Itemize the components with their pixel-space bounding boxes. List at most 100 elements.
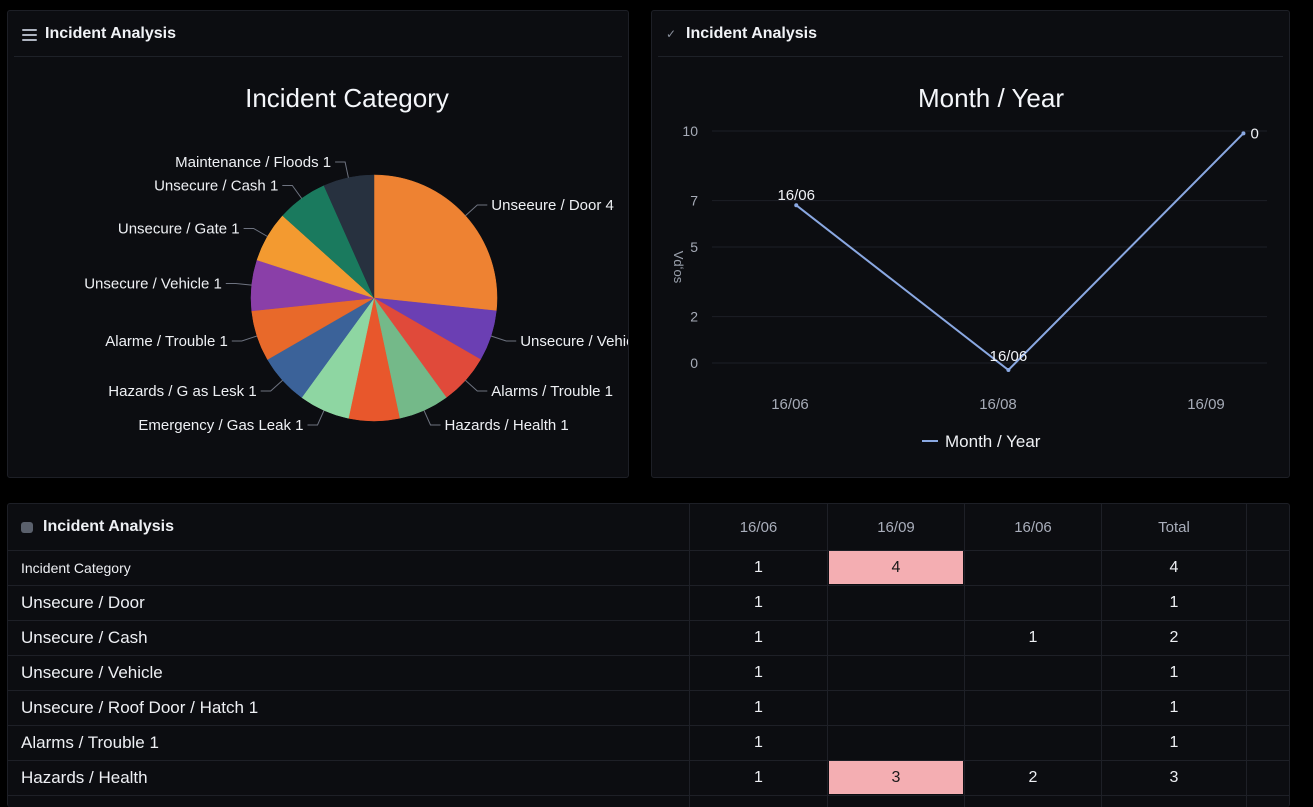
table-cell (828, 620, 964, 655)
pie-leader-line (232, 336, 257, 341)
pie-slices (251, 175, 497, 421)
pie-chart: Incident Category Unseeure / Door 4 Unsec… (8, 11, 628, 477)
x-axis: 16/06 16/08 16/09 (771, 396, 1225, 413)
data-label: 16/06 (777, 187, 815, 204)
pie-label: Hazards / G as Lesk 1 (108, 383, 256, 400)
table-cell: 1 (1102, 725, 1246, 760)
table-cell: 1 (690, 725, 827, 760)
table-cell: 1 (965, 620, 1101, 655)
table-cell: 2 (1102, 620, 1246, 655)
pie-chart-title: Incident Category (245, 83, 449, 113)
row-label: Incident Category (8, 550, 690, 585)
pie-leader-line (261, 380, 283, 391)
pie-label: Unsecure / Gate 1 (118, 221, 240, 238)
table-row[interactable]: Unsecure / Roof Door / Hatch 1 1 1 (8, 690, 1289, 726)
data-point[interactable] (1006, 368, 1010, 372)
pie-label: Unsecure / Vehicle 1 (84, 276, 222, 293)
pie-label: Alarms / Trouble 1 (491, 383, 613, 400)
pie-leader-line (244, 229, 268, 237)
pie-leader-line (465, 205, 487, 216)
table-cell (965, 690, 1101, 725)
pie-label: Unsecure / Vehiole 1 (520, 333, 628, 350)
table-cell: 4 (1102, 550, 1246, 585)
pie-label: Unsecure / Cash 1 (154, 178, 278, 195)
row-label: Alarms / Trouble 1 (8, 725, 690, 760)
table-cell: 1 (690, 655, 827, 690)
table-cell: 1 (690, 690, 827, 725)
table-row[interactable]: Alarms / Trouble 1 1 1 (8, 725, 1289, 761)
table-row[interactable]: Hazards / Health 1 3 2 3 (8, 760, 1289, 796)
line-grid (712, 131, 1267, 363)
table-icon (21, 522, 33, 533)
pie-label: Emergency / Gas Leak 1 (138, 417, 303, 434)
highlighted-cell: 3 (829, 761, 963, 794)
table-cell: 1 (690, 550, 827, 585)
y-tick-label: 0 (690, 355, 698, 371)
data-label: 16/06 (990, 348, 1028, 365)
table-title: Incident Analysis (43, 518, 174, 536)
pie-leader-line (226, 284, 252, 286)
table-row[interactable]: Incident Category 1 4 4 (8, 550, 1289, 586)
table-title-cell: Incident Analysis (8, 504, 690, 550)
y-tick-label: 2 (690, 309, 698, 325)
row-label: Unsecure / Roof Door / Hatch 1 (8, 690, 690, 725)
column-header[interactable]: Total (1102, 504, 1246, 550)
pie-label: Hazards / Health 1 (445, 417, 569, 434)
table-cell: 3 (1102, 760, 1246, 795)
series-line[interactable] (796, 133, 1243, 370)
x-tick-label: 16/06 (771, 396, 809, 413)
data-label: 0 (1250, 125, 1258, 142)
row-label: Unsecure / Cash (8, 620, 690, 655)
table-cell (965, 585, 1101, 620)
table-cell (965, 725, 1101, 760)
table-cell (965, 550, 1101, 585)
table-cell (965, 655, 1101, 690)
highlighted-cell: 4 (829, 551, 963, 584)
table-cell (828, 655, 964, 690)
table-cell (828, 725, 964, 760)
y-tick-label: 5 (690, 239, 698, 255)
pie-leader-line (335, 162, 348, 178)
column-header[interactable]: 16/06 (690, 504, 827, 550)
pie-leader-line (465, 380, 487, 391)
legend[interactable]: Month / Year (922, 432, 1041, 451)
pie-chart-panel: Incident Analysis Incident Category Unse… (7, 10, 629, 478)
table-cell (828, 690, 964, 725)
table-cell: 1 (1102, 655, 1246, 690)
table-cell: 1 (690, 760, 827, 795)
column-header[interactable]: 16/06 (965, 504, 1101, 550)
row-label: Hazards / Health (8, 760, 690, 795)
table-row[interactable]: Unsecure / Door 1 1 (8, 585, 1289, 621)
table-cell: 2 (965, 760, 1101, 795)
y-tick-label: 10 (682, 123, 698, 139)
table-panel: Incident Analysis 16/06 16/09 16/06 Tota… (7, 503, 1290, 807)
pie-leader-line (491, 336, 516, 341)
row-label: Unsecure / Door (8, 585, 690, 620)
table-cell (828, 585, 964, 620)
line-chart-title: Month / Year (918, 83, 1064, 113)
table-cell: 1 (690, 585, 827, 620)
legend-label: Month / Year (945, 432, 1041, 451)
table-row[interactable]: Unsecure / Vehicle 1 1 (8, 655, 1289, 691)
data-point[interactable] (1241, 131, 1245, 135)
pie-leader-line (282, 186, 301, 199)
table-cell: 1 (690, 620, 827, 655)
pie-leader-line (424, 410, 441, 425)
table-cell: 3 (828, 760, 964, 795)
y-axis-label: Vdʻos (671, 251, 686, 284)
column-header[interactable]: 16/09 (828, 504, 964, 550)
pie-slice[interactable] (374, 175, 497, 311)
table-row[interactable]: Unsecure / Cash 1 1 2 (8, 620, 1289, 656)
line-chart-panel: ✓ Incident Analysis Month / Year 0 2 5 7 10 V… (651, 10, 1290, 478)
y-axis: 0 2 5 7 10 (682, 123, 698, 371)
table-header-row: Incident Analysis 16/06 16/09 16/06 Tota… (8, 504, 1289, 551)
pie-label: Alarme / Trouble 1 (105, 333, 228, 350)
y-tick-label: 7 (690, 193, 698, 209)
x-tick-label: 16/09 (1187, 396, 1225, 413)
table-cell: 4 (828, 550, 964, 585)
pie-label: Unseeure / Door 4 (491, 197, 614, 214)
pie-label: Maintenance / Floods 1 (175, 154, 331, 171)
row-label: Unsecure / Vehicle (8, 655, 690, 690)
x-tick-label: 16/08 (979, 396, 1017, 413)
